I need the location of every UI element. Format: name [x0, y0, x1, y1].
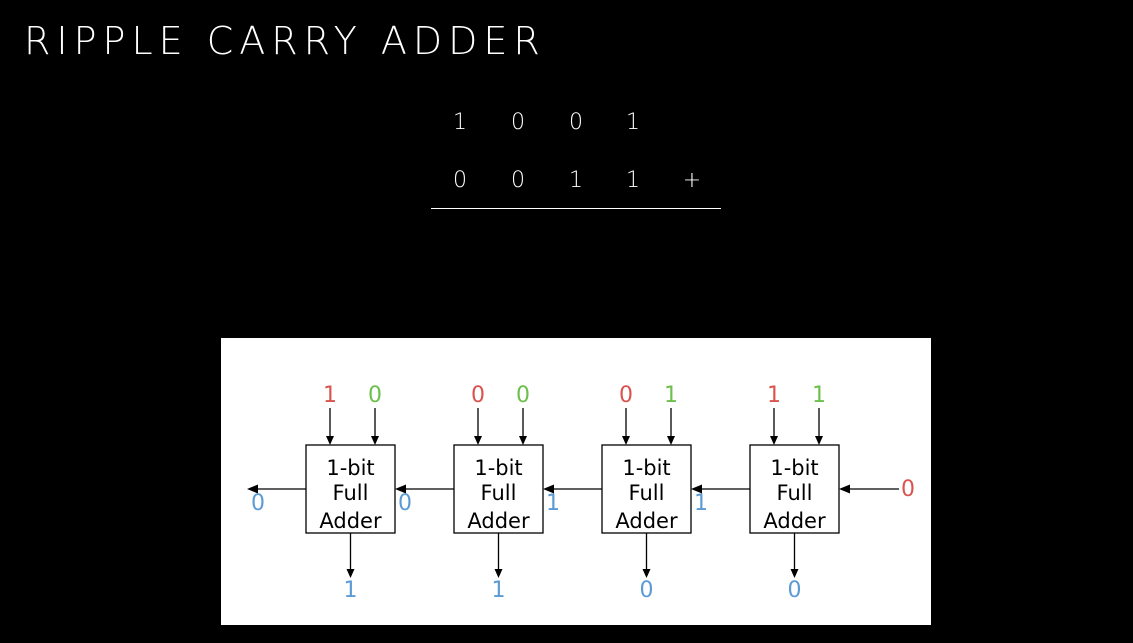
- sum-line: [431, 208, 721, 209]
- sum-arrow-3-head: [642, 569, 651, 578]
- full-adder-label-4-line-2: Full: [777, 481, 813, 505]
- input-b-arrow-4-head: [815, 436, 823, 445]
- input-b-arrow-3-head: [667, 436, 675, 445]
- input-a-arrow-3-head: [622, 436, 630, 445]
- full-adder-label-1-line-3: Adder: [319, 509, 382, 533]
- carry-in-arrow-head: [839, 484, 850, 494]
- full-adder-label-3-line-2: Full: [629, 481, 665, 505]
- input-a-1: 1: [323, 383, 337, 408]
- binary-addition: 1 0 0 1 0 0 1 1 +: [0, 0, 1133, 230]
- input-a-2: 0: [471, 383, 485, 408]
- input-b-arrow-1-head: [371, 436, 379, 445]
- full-adder-box-1: [305, 444, 396, 534]
- input-b-arrow-2-head: [519, 436, 527, 445]
- addend-a-digit-1: 1: [453, 110, 467, 135]
- carry-in-value: 0: [901, 477, 915, 502]
- ripple-carry-diagram: 1-bit Full Adder 1 0 1 0 1-bit Full Adder 0 0 1 0 1-bi…: [221, 338, 931, 625]
- full-adder-label-2-line-1: 1-bit: [474, 456, 522, 480]
- full-adder-label-4-line-1: 1-bit: [770, 456, 818, 480]
- page-title: RIPPLE CARRY ADDER: [24, 19, 546, 63]
- addend-b-digit-3: 1: [569, 168, 583, 193]
- carry-out-2: 0: [398, 491, 412, 516]
- carry-arrow-2-head: [395, 484, 406, 494]
- sum-output-1: 1: [344, 578, 358, 603]
- sum-output-3: 0: [640, 578, 654, 603]
- input-b-1: 0: [368, 383, 382, 408]
- plus-operator: +: [682, 168, 702, 193]
- addend-a-digit-2: 0: [511, 110, 525, 135]
- input-a-arrow-1-head: [326, 436, 334, 445]
- full-adder-box-2: [453, 444, 544, 534]
- addend-a-digit-4: 1: [626, 110, 640, 135]
- addend-a-digit-3: 0: [569, 110, 583, 135]
- input-a-4: 1: [767, 383, 781, 408]
- addend-b-digit-1: 0: [453, 168, 467, 193]
- carry-out-1: 0: [251, 491, 265, 516]
- addend-b-digit-4: 1: [626, 168, 640, 193]
- input-a-3: 0: [619, 383, 633, 408]
- sum-arrow-4-head: [790, 569, 799, 578]
- sum-output-4: 0: [788, 578, 802, 603]
- full-adder-box-3: [601, 444, 692, 534]
- sum-arrow-1-head: [346, 569, 355, 578]
- carry-arrow-1-head: [247, 484, 258, 494]
- addend-b-digit-2: 0: [511, 168, 525, 193]
- sum-arrow-2-head: [494, 569, 503, 578]
- input-a-arrow-4-head: [770, 436, 778, 445]
- input-a-arrow-2-head: [474, 436, 482, 445]
- full-adder-label-2-line-2: Full: [481, 481, 517, 505]
- input-b-3: 1: [664, 383, 678, 408]
- full-adder-label-1-line-1: 1-bit: [326, 456, 374, 480]
- input-b-2: 0: [516, 383, 530, 408]
- input-b-4: 1: [812, 383, 826, 408]
- carry-arrow-3-head: [543, 484, 554, 494]
- full-adder-label-3-line-3: Adder: [615, 509, 678, 533]
- full-adder-label-2-line-3: Adder: [467, 509, 530, 533]
- full-adder-label-1-line-2: Full: [333, 481, 369, 505]
- full-adder-label-4-line-3: Adder: [763, 509, 826, 533]
- carry-out-3: 1: [546, 491, 560, 516]
- full-adder-box-4: [749, 444, 840, 534]
- full-adder-label-3-line-1: 1-bit: [622, 456, 670, 480]
- sum-output-2: 1: [492, 578, 506, 603]
- carry-out-4: 1: [694, 491, 708, 516]
- carry-arrow-4-head: [691, 484, 702, 494]
